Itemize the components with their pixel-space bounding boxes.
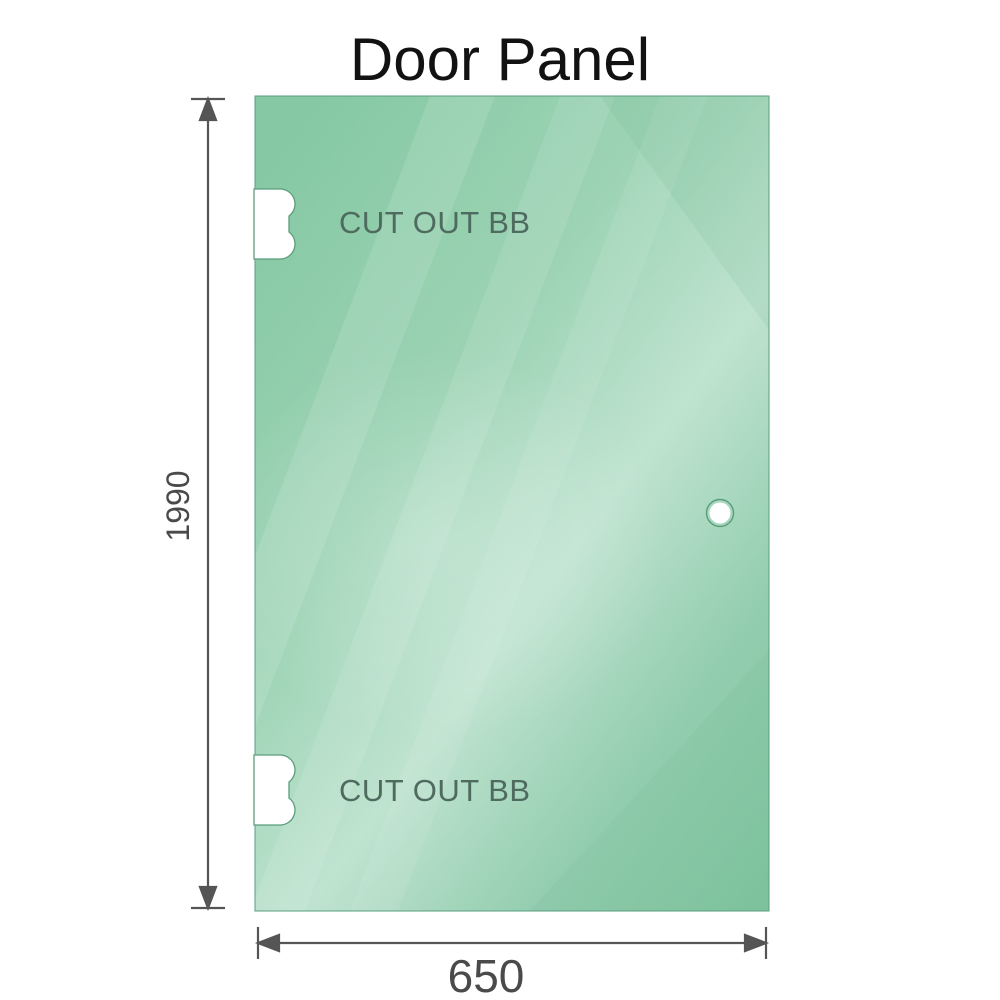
- svg-text:650: 650: [448, 950, 525, 1000]
- svg-text:CUT OUT BB: CUT OUT BB: [339, 773, 531, 808]
- svg-text:1990: 1990: [160, 470, 196, 541]
- svg-text:CUT OUT BB: CUT OUT BB: [339, 205, 531, 240]
